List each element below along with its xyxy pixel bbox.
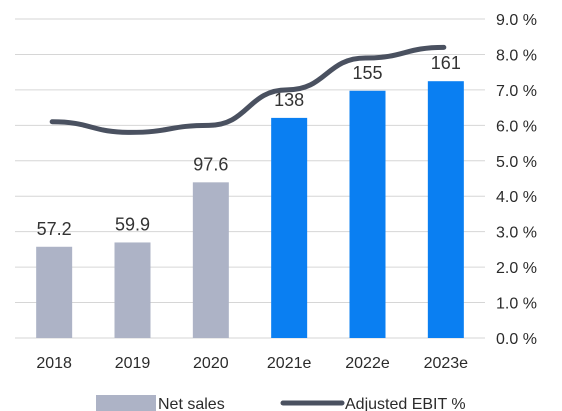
right-axis-tick-label: 2.0 %: [496, 260, 537, 277]
gridlines: [15, 18, 485, 339]
bar: [349, 90, 386, 339]
right-axis-tick-label: 9.0 %: [496, 12, 537, 29]
right-y-axis: 0.0 % 1.0 % 2.0 % 3.0 % 4.0 % 5.0 % 6.0 % 7.0 %…: [496, 12, 537, 348]
bar: [36, 246, 73, 338]
x-axis-tick-label: 2019: [115, 355, 151, 372]
bar-data-label: 57.2: [37, 219, 72, 239]
right-axis-tick-label: 5.0 %: [496, 154, 537, 171]
x-axis: 2018 2019 2020 2021e 2022e 2023e: [36, 355, 468, 372]
x-axis-tick-label: 2020: [193, 355, 229, 372]
x-axis-tick-label: 2023e: [424, 355, 469, 372]
bar-data-label: 59.9: [115, 214, 150, 234]
ebit-line: [49, 44, 447, 135]
bar-data-label: 97.6: [193, 154, 228, 174]
right-axis-tick-label: 0.0 %: [496, 331, 537, 348]
ebit-line-layer: [49, 44, 447, 135]
bar: [114, 242, 151, 338]
right-axis-tick-label: 3.0 %: [496, 225, 537, 242]
legend-swatch-net-sales: [96, 395, 156, 411]
net-sales-bars: [36, 81, 464, 339]
bar-data-label: 138: [274, 90, 304, 110]
bar-data-label: 161: [431, 53, 461, 73]
x-axis-tick-label: 2021e: [267, 355, 312, 372]
right-axis-tick-label: 8.0 %: [496, 47, 537, 64]
right-axis-tick-label: 4.0 %: [496, 189, 537, 206]
bar: [427, 81, 464, 338]
bar-data-label: 155: [352, 63, 382, 83]
legend: Net sales Adjusted EBIT %: [96, 395, 466, 411]
right-axis-tick-label: 6.0 %: [496, 118, 537, 135]
bar: [271, 117, 308, 338]
data-labels: 57.2 59.9 97.6 138 155 161: [37, 53, 461, 239]
legend-label-net-sales: Net sales: [158, 396, 225, 411]
right-axis-tick-label: 7.0 %: [496, 83, 537, 100]
x-axis-tick-label: 2018: [36, 355, 72, 372]
x-axis-tick-label: 2022e: [345, 355, 390, 372]
right-axis-tick-label: 1.0 %: [496, 296, 537, 313]
bar: [192, 182, 229, 338]
legend-label-ebit: Adjusted EBIT %: [345, 396, 466, 411]
